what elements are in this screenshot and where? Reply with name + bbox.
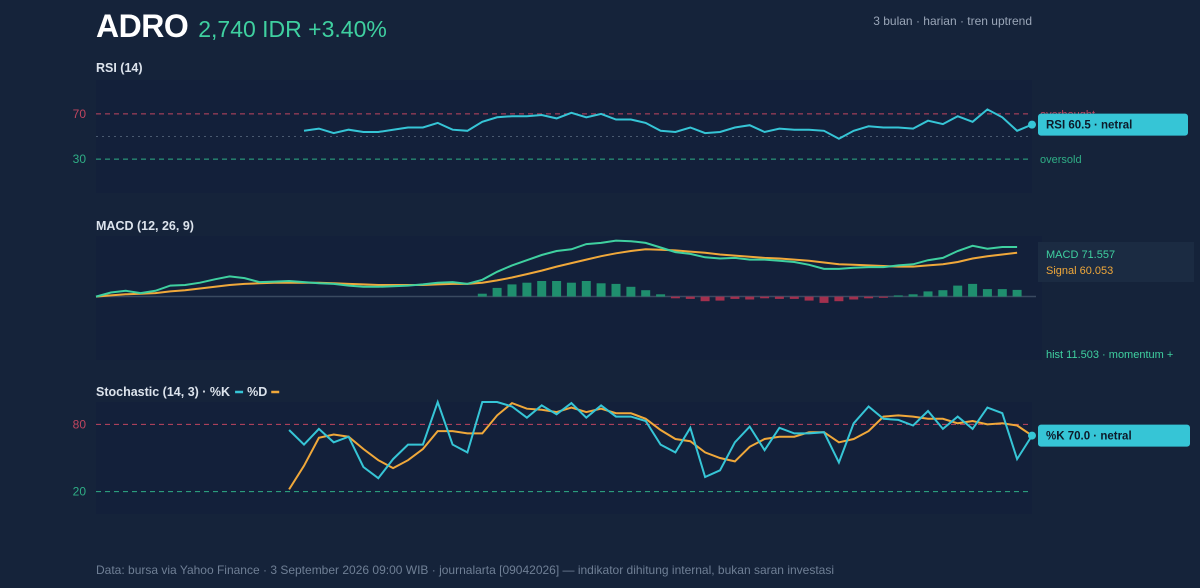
macd-histogram-bar [566,282,576,297]
stochastic-plot-area [96,402,1032,514]
macd-histogram-bar [849,296,859,300]
stochastic-value-tag-bg [1038,424,1190,447]
macd-histogram-bar [730,296,740,299]
macd-histogram-bar [893,295,903,297]
stochastic-panel: Stochastic (14, 3) · %K %D 80 20 %K 70.0 · n… [73,385,1190,514]
macd-value-label: MACD 71.557 [1046,249,1115,261]
macd-histogram-bar [581,281,591,297]
macd-histogram-bar [908,294,918,297]
rsi-panel: RSI (14)overboughtoversold7030RSI 60.5 ·… [73,61,1188,193]
macd-histogram-bar [656,294,666,297]
percent-k-line [288,398,1033,480]
rsi-title: RSI (14) [96,61,143,75]
rsi-ref-label: oversold [1040,154,1082,166]
macd-histogram-bar [982,289,992,297]
stochastic-last-point [1028,431,1036,440]
macd-histogram-bar [834,296,844,302]
macd-histogram-bar [477,293,487,297]
signal-value-label: Signal 60.053 [1046,265,1113,277]
rsi-tick-label: 70 [73,107,87,121]
hist-value-label: hist 11.503 · momentum + [1046,349,1173,361]
rsi-value-tag: RSI 60.5 · netral [1046,120,1132,132]
macd-histogram-bar [626,286,636,297]
macd-histogram-bar [552,281,562,297]
macd-plot-area [96,236,1042,360]
macd-line [95,239,1018,298]
macd-label-box [1038,242,1194,282]
macd-histogram-bar [715,296,725,301]
macd-histogram-bar [997,289,1007,297]
rsi-last-point [1028,120,1036,129]
macd-histogram-bar [492,287,502,297]
stochastic-value-tag: %K 70.0 · netral [1046,431,1132,443]
period-meta: 3 bulan · harian · tren uptrend [873,14,1032,28]
d-legend-label: %D [247,385,267,399]
stochastic-tick-label: 80 [73,417,87,431]
price-change: 2,740 IDR +3.40% [198,16,387,42]
macd-histogram-bar [507,284,517,297]
ticker-symbol: ADRO [96,8,189,44]
macd-histogram-bar [522,282,532,297]
macd-histogram-bar [1012,289,1022,297]
macd-histogram-bar [611,283,621,297]
macd-histogram-bar [923,291,933,297]
macd-histogram-bar [745,296,755,300]
macd-histogram-bar [864,296,874,299]
macd-histogram-bar [596,283,606,297]
macd-histogram-bar [938,290,948,297]
stochastic-title: Stochastic (14, 3) · %K [96,385,230,399]
percent-d-line [288,401,1033,490]
rsi-value-tag-bg [1038,113,1188,136]
macd-panel: MACD (12, 26, 9) MACD 71.557 Signal 60.053… [95,219,1194,361]
macd-histogram-bar [760,296,770,299]
chart-header: ADRO 2,740 IDR +3.40% [96,8,387,48]
macd-histogram-bar [774,296,784,299]
macd-histogram-bar [641,290,651,297]
macd-histogram-bar [953,285,963,297]
macd-histogram-bar [819,296,829,303]
macd-histogram-bar [789,296,799,299]
stochastic-tick-label: 20 [73,485,87,499]
rsi-tick-label: 30 [73,152,87,166]
rsi-line [303,108,1033,140]
macd-histogram-bar [878,296,888,298]
macd-histogram-bar [700,296,710,302]
signal-line [95,248,1018,298]
macd-histogram-bar [670,296,680,299]
macd-title: MACD (12, 26, 9) [96,219,194,233]
macd-histogram-bar [968,283,978,297]
footer-source: Data: bursa via Yahoo Finance · 3 Septem… [96,563,834,577]
macd-histogram-bar [804,296,814,301]
macd-histogram-bar [685,296,695,299]
macd-histogram-bar [537,281,547,297]
